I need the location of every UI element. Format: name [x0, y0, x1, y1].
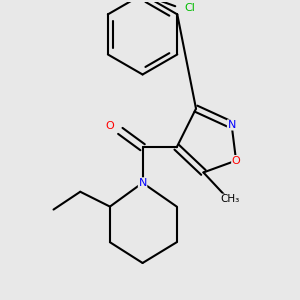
- Text: O: O: [232, 156, 241, 166]
- Text: N: N: [138, 178, 147, 188]
- Text: CH₃: CH₃: [220, 194, 240, 204]
- Text: Cl: Cl: [184, 3, 196, 13]
- Text: O: O: [106, 122, 114, 131]
- Text: N: N: [227, 120, 236, 130]
